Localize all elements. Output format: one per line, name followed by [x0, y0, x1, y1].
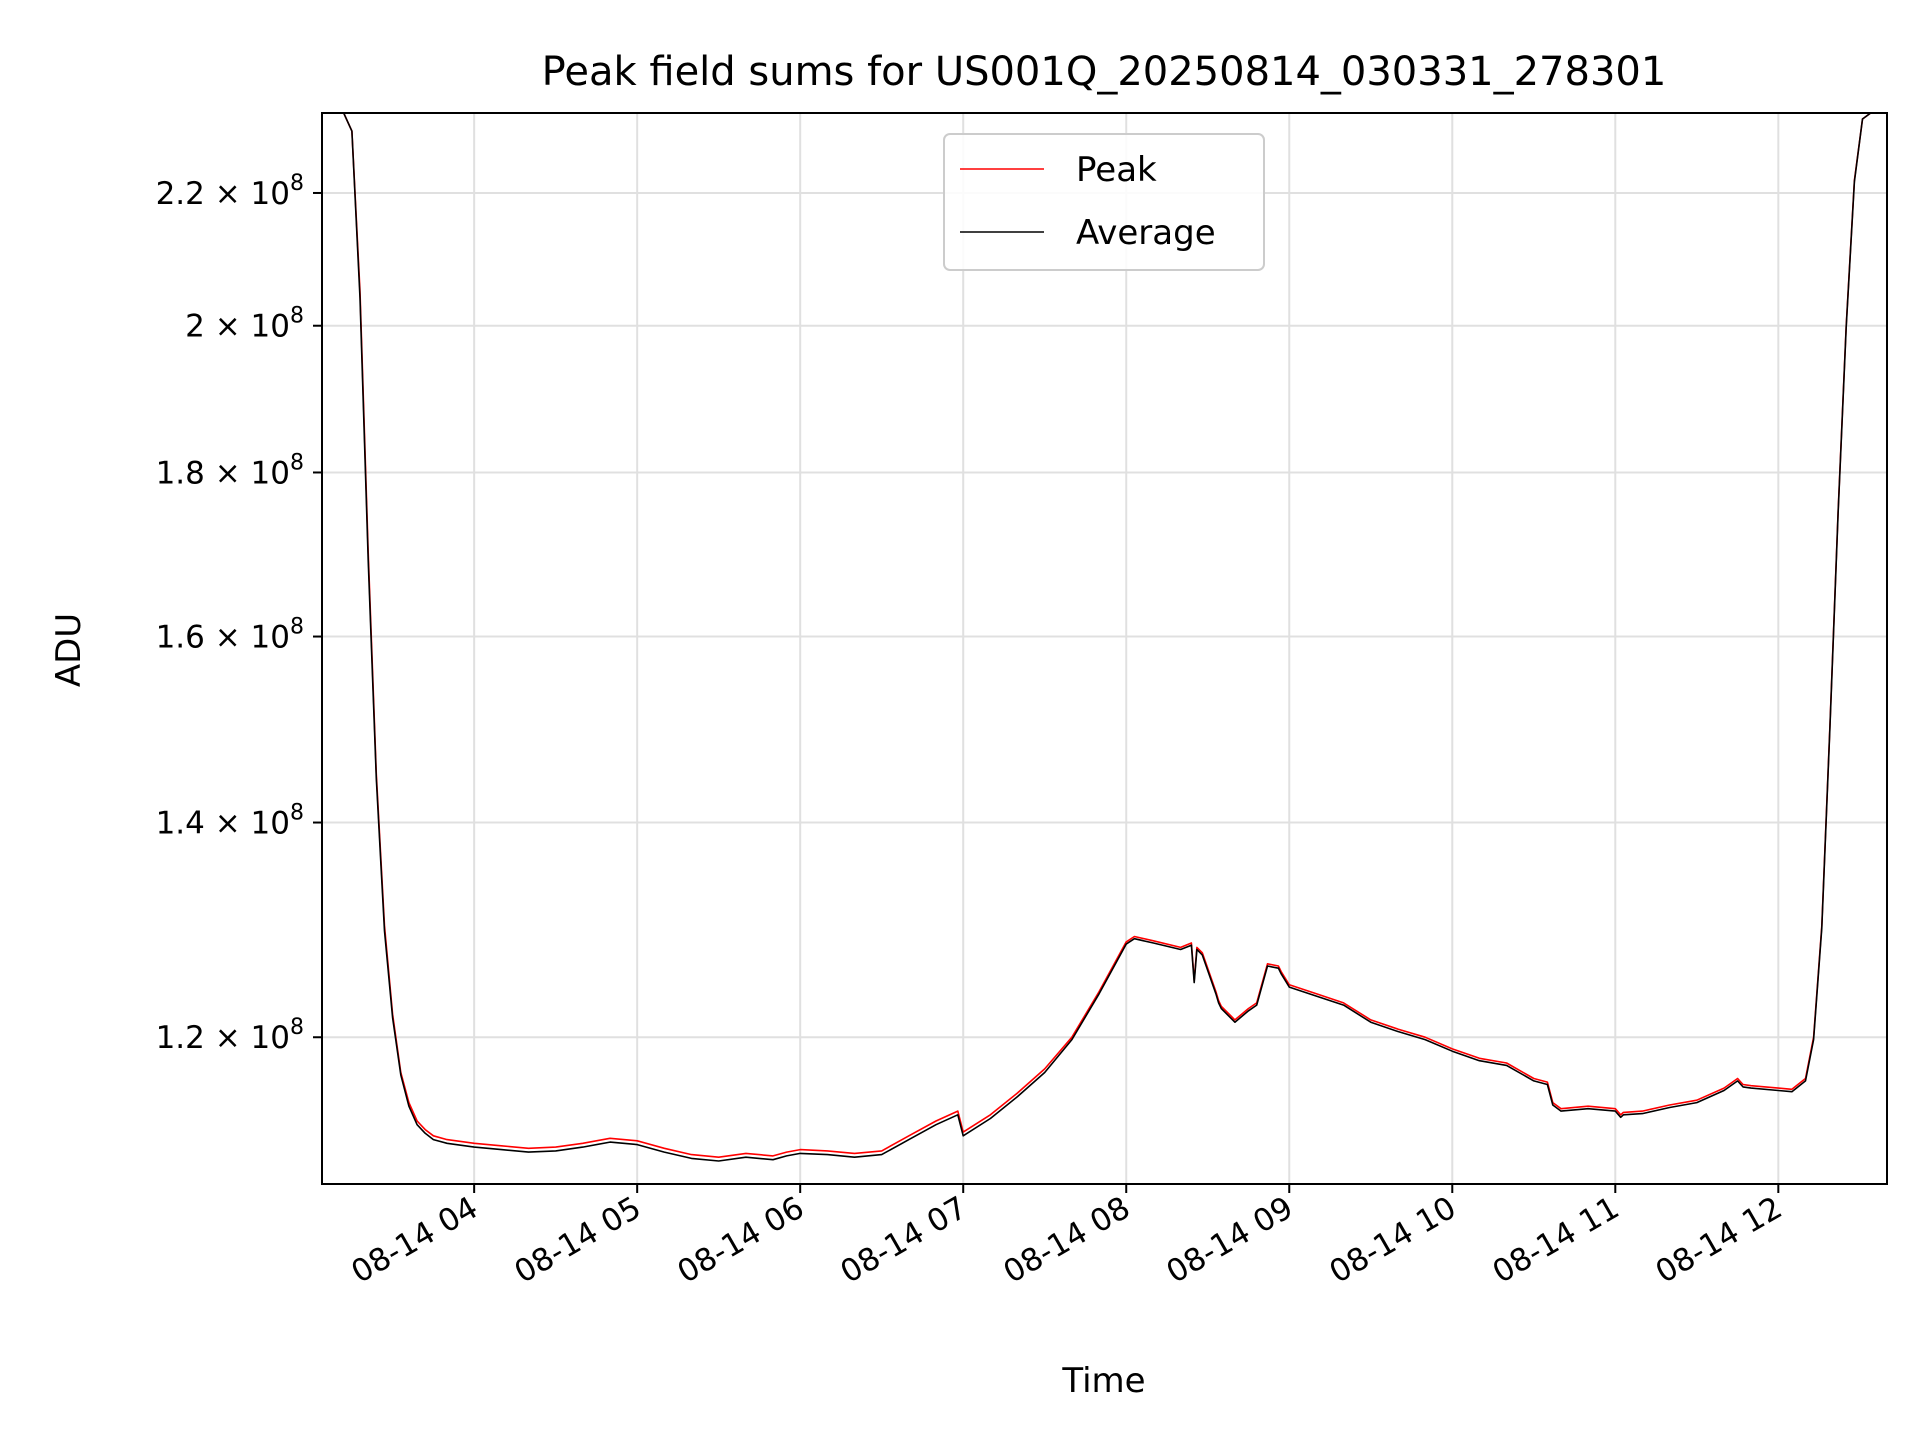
legend: Peak Average — [943, 133, 1265, 271]
y-axis: 1.2 × 108 1.4 × 108 1.6 × 108 1.8 × 108 2 × … — [156, 171, 322, 1056]
y-tick-label: 1.2 × 108 — [156, 1015, 304, 1056]
legend-label-peak: Peak — [1076, 150, 1157, 190]
y-tick-label: 2.2 × 108 — [156, 171, 304, 212]
y-tick-label: 2 × 108 — [185, 304, 304, 345]
series-line-peak — [342, 113, 1872, 1158]
series-layer — [342, 113, 1872, 1162]
x-tick-label: 08-14 12 — [1650, 1190, 1789, 1291]
grid — [322, 113, 1887, 1184]
x-tick-label: 08-14 07 — [834, 1190, 973, 1291]
x-tick-label: 08-14 04 — [345, 1190, 484, 1291]
plot-frame — [321, 112, 1888, 1185]
y-tick-label: 1.6 × 108 — [156, 615, 304, 656]
x-axis: 08-14 04 08-14 05 08-14 06 08-14 07 08-14 08… — [345, 1184, 1788, 1291]
chart-title: Peak field sums for US001Q_20250814_0303… — [542, 49, 1667, 95]
legend-label-average: Average — [1076, 213, 1216, 253]
x-tick-label: 08-14 05 — [508, 1190, 647, 1291]
x-tick-label: 08-14 08 — [998, 1190, 1137, 1291]
x-tick-label: 08-14 06 — [671, 1190, 810, 1291]
legend-box — [943, 133, 1265, 271]
x-axis-label: Time — [1061, 1361, 1145, 1401]
y-tick-label: 1.4 × 108 — [156, 801, 304, 842]
x-tick-label: 08-14 09 — [1161, 1190, 1300, 1291]
y-axis-label: ADU — [49, 613, 89, 687]
x-tick-label: 08-14 11 — [1487, 1190, 1626, 1291]
series-line-average — [342, 113, 1872, 1162]
y-tick-label: 1.8 × 108 — [156, 450, 304, 491]
x-tick-label: 08-14 10 — [1324, 1190, 1463, 1291]
